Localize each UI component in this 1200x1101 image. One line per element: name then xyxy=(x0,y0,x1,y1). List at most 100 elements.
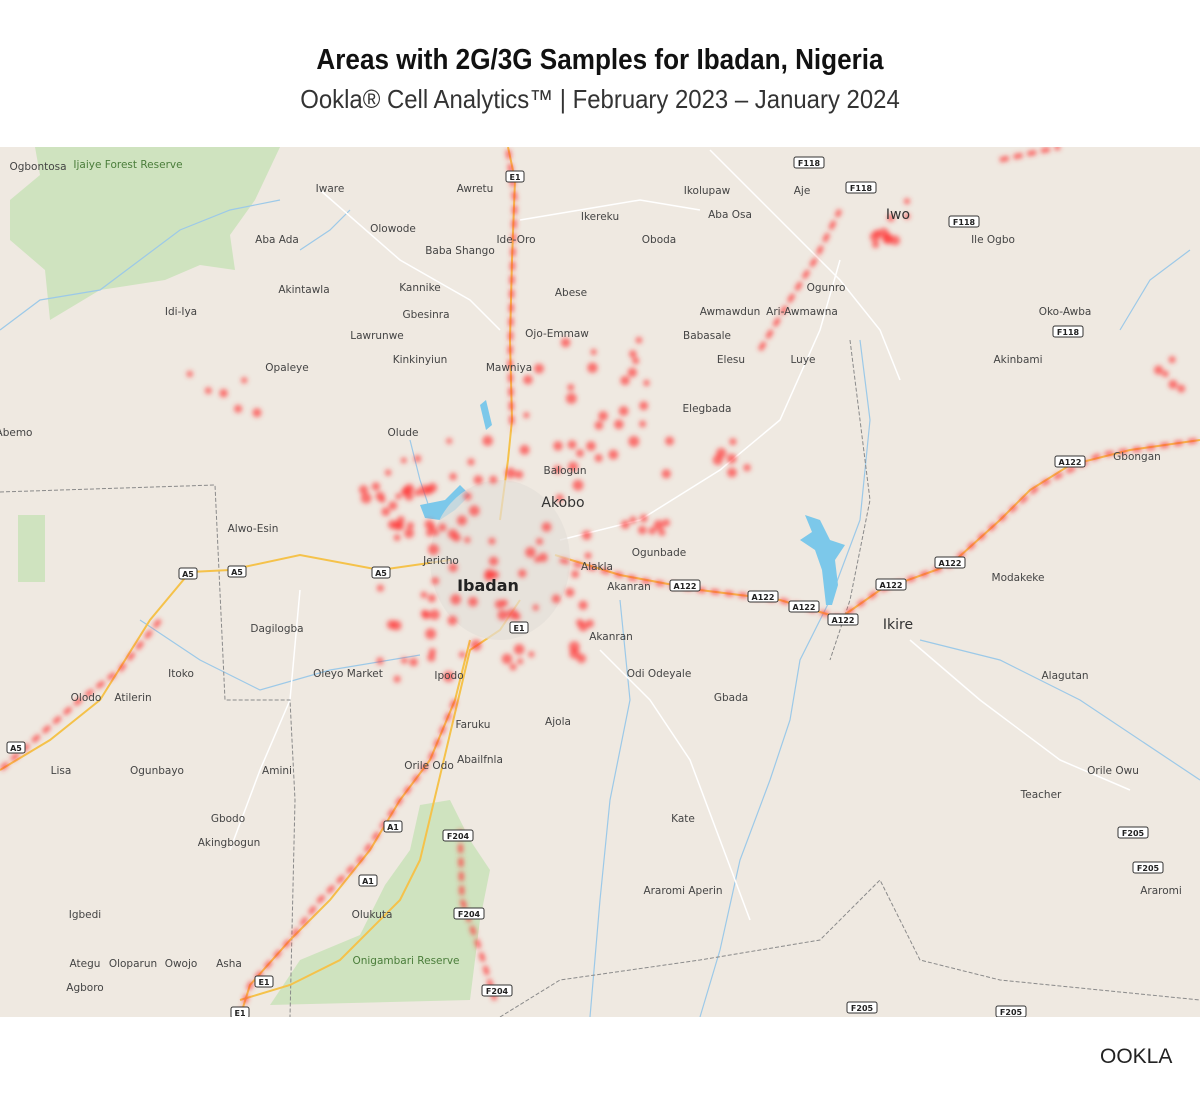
sample-point xyxy=(661,469,671,479)
place-label: Ipodo xyxy=(434,670,463,682)
sample-point xyxy=(518,569,527,578)
place-label: Faruku xyxy=(456,719,491,731)
place-label: Ajola xyxy=(545,716,571,728)
road-shields: E1 F118 F118 F118 F118 A5 A5 A5 A5 A122 A122 A122 A1… xyxy=(6,156,1164,1017)
road-shield: F204 xyxy=(442,829,474,842)
road-shield: A122 xyxy=(669,579,701,592)
place-label: Ari-Awmawna xyxy=(766,306,838,318)
sample-point xyxy=(567,440,577,450)
land xyxy=(0,147,1200,1017)
sample-point xyxy=(468,505,480,517)
sample-point xyxy=(219,388,228,398)
sample-point xyxy=(463,492,472,501)
sample-point xyxy=(376,657,384,665)
place-label: Amini xyxy=(262,765,292,777)
place-label: Elesu xyxy=(717,354,745,366)
sample-point xyxy=(536,537,544,545)
sample-point xyxy=(565,393,577,404)
sample-point xyxy=(468,596,478,607)
sample-point xyxy=(427,653,436,662)
sample-point xyxy=(375,491,385,501)
place-label: Kannike xyxy=(399,282,441,294)
place-label: Modakeke xyxy=(992,572,1045,584)
sample-point xyxy=(513,644,525,655)
sample-point xyxy=(1177,384,1186,393)
sample-point xyxy=(413,455,422,463)
sample-point xyxy=(635,336,643,344)
map-canvas[interactable]: Ogbontosa Ijaiye Forest Reserve Iware Awret… xyxy=(0,147,1200,1017)
place-label: Abailfnla xyxy=(457,754,503,766)
road-shield: F205 xyxy=(995,1005,1027,1017)
svg-text:A122: A122 xyxy=(939,559,962,568)
sample-point xyxy=(533,363,544,374)
sample-point xyxy=(517,658,524,665)
sample-point xyxy=(665,436,674,446)
svg-text:F205: F205 xyxy=(851,1004,874,1013)
place-label: Akanran xyxy=(589,631,633,643)
svg-text:F204: F204 xyxy=(447,832,470,841)
sample-point xyxy=(371,482,381,491)
sample-trace xyxy=(0,618,162,772)
place-label: Akobo xyxy=(541,495,584,511)
sample-point xyxy=(587,362,598,374)
sample-point xyxy=(204,387,212,395)
svg-text:F118: F118 xyxy=(798,159,821,168)
sample-point xyxy=(532,604,539,611)
sample-trace xyxy=(757,208,843,352)
road-shield: A122 xyxy=(1054,455,1086,468)
place-label: Mawniya xyxy=(486,362,532,374)
sample-point xyxy=(467,458,475,466)
lakes xyxy=(420,400,845,605)
svg-text:A122: A122 xyxy=(674,582,697,591)
sample-point xyxy=(482,435,493,446)
svg-text:E1: E1 xyxy=(509,173,520,182)
svg-text:A122: A122 xyxy=(793,603,816,612)
place-label: Ategu xyxy=(70,958,101,970)
sample-point xyxy=(358,485,369,495)
svg-text:A122: A122 xyxy=(752,593,775,602)
sample-point xyxy=(581,530,592,540)
sample-point xyxy=(425,529,434,537)
road-shield: E1 xyxy=(254,975,274,988)
sample-point xyxy=(538,552,548,563)
place-label: Awretu xyxy=(457,183,494,195)
sample-point xyxy=(420,609,429,618)
road-shield: A122 xyxy=(747,590,779,603)
sample-point xyxy=(484,571,494,581)
svg-text:A5: A5 xyxy=(182,570,194,579)
svg-text:F204: F204 xyxy=(458,910,481,919)
sample-trace xyxy=(505,149,518,431)
sample-point xyxy=(425,628,437,640)
svg-text:F204: F204 xyxy=(486,987,509,996)
sample-point xyxy=(560,337,571,348)
sample-point xyxy=(500,599,509,607)
sample-point xyxy=(473,475,483,485)
sample-point xyxy=(639,401,649,411)
sample-point xyxy=(903,198,911,205)
place-label: Olodo xyxy=(71,692,102,704)
sample-point xyxy=(620,375,630,386)
map-subtitle: Ookla® Cell Analytics™ | February 2023 –… xyxy=(300,84,900,114)
sample-point xyxy=(456,515,467,526)
sample-point xyxy=(519,444,530,455)
sample-point xyxy=(376,584,384,592)
sample-point xyxy=(590,348,597,356)
sample-point xyxy=(627,367,638,378)
road-shield: A122 xyxy=(827,613,859,626)
sample-point xyxy=(572,479,584,491)
west-forest xyxy=(18,515,45,582)
sample-point xyxy=(555,494,564,503)
place-label: Aje xyxy=(794,185,811,197)
sample-point xyxy=(252,408,262,418)
road-shield: F204 xyxy=(481,984,513,997)
sample-point xyxy=(432,529,440,536)
sample-point xyxy=(393,534,401,542)
sample-point xyxy=(381,507,391,517)
place-label: Ile Ogbo xyxy=(971,234,1015,246)
place-label: Olowode xyxy=(370,223,416,235)
svg-text:A5: A5 xyxy=(375,569,387,578)
sample-point xyxy=(639,420,647,428)
place-label: Aba Ada xyxy=(255,234,299,246)
sample-point xyxy=(618,406,629,416)
place-label: Gbada xyxy=(714,692,748,704)
